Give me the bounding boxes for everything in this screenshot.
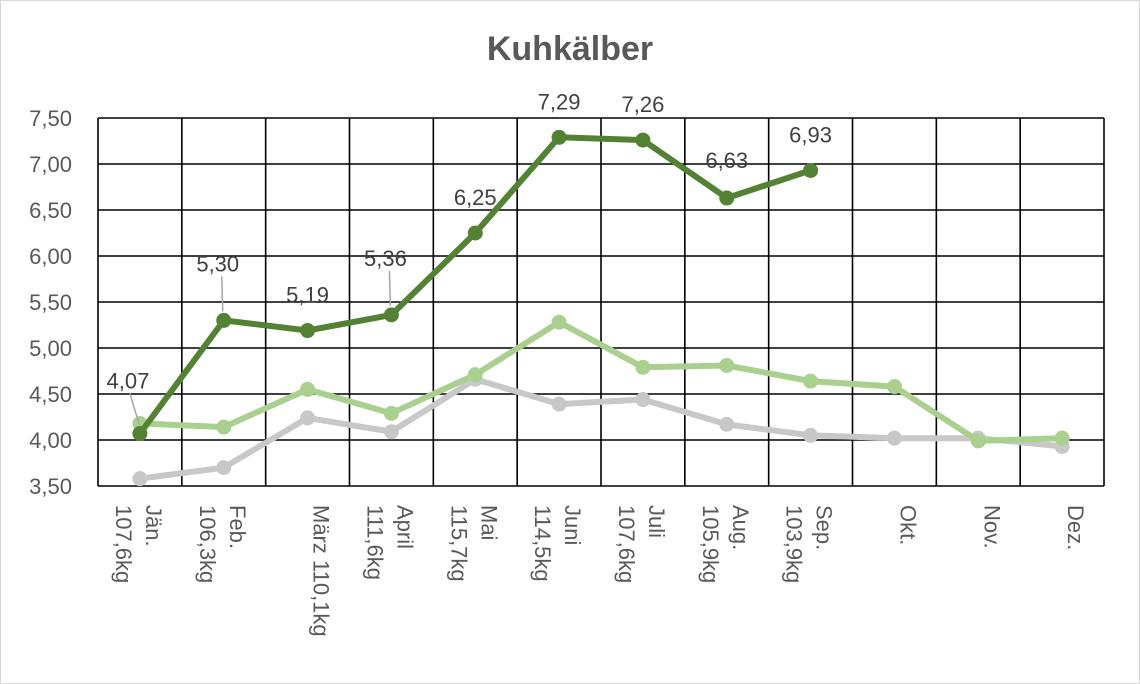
series-point-0 (216, 460, 232, 476)
y-tick-label: 3,50 (29, 474, 72, 499)
x-tick-label: Sep. (812, 505, 837, 550)
series-point-1 (719, 357, 735, 373)
series-point-2 (803, 162, 819, 178)
series-point-0 (132, 471, 148, 487)
series-point-1 (970, 433, 986, 449)
data-label: 6,63 (705, 148, 748, 173)
y-tick-label: 6,50 (29, 198, 72, 223)
series-point-0 (719, 416, 735, 432)
series-line-0 (136, 376, 1066, 482)
series-point-2 (300, 323, 316, 339)
series-point-2 (216, 312, 232, 328)
data-label: 7,29 (538, 89, 581, 114)
series-point-0 (803, 427, 819, 443)
series-point-0 (300, 410, 316, 426)
x-tick-label: 105,9kg (698, 505, 723, 583)
series-point-1 (551, 314, 567, 330)
series-line-1 (136, 319, 1066, 444)
data-label: 5,36 (364, 246, 407, 271)
series-point-2 (635, 132, 651, 148)
series-point-0 (886, 430, 902, 446)
series-point-1 (803, 373, 819, 389)
series-point-0 (635, 392, 651, 408)
series-point-1 (216, 419, 232, 435)
leader-line (221, 276, 224, 312)
y-tick-label: 4,50 (29, 382, 72, 407)
series-point-1 (300, 381, 316, 397)
y-tick-label: 5,00 (29, 336, 72, 361)
series-point-0 (383, 424, 399, 440)
y-tick-label: 7,50 (29, 106, 72, 131)
chart-title: Kuhkälber (486, 30, 654, 68)
x-tick-label: März 110,1kg (309, 505, 334, 637)
series-point-1 (635, 359, 651, 375)
data-label: 7,26 (622, 92, 665, 117)
series-point-2 (132, 426, 148, 442)
x-tick-label: Nov. (979, 505, 1004, 549)
series-point-1 (383, 405, 399, 421)
y-tick-label: 4,00 (29, 428, 72, 453)
x-tick-label: Mai (476, 505, 501, 540)
leader-line (388, 270, 392, 306)
data-label: 6,93 (789, 122, 832, 147)
series-point-1 (886, 379, 902, 395)
x-tick-label: Aug. (728, 505, 753, 550)
series-point-0 (551, 396, 567, 412)
x-tick-label: 106,3kg (195, 505, 220, 583)
x-tick-label: Juni (560, 505, 585, 545)
x-tick-label: 107,6kg (614, 505, 639, 583)
x-tick-label: 115,7kg (446, 505, 471, 582)
series-point-2 (719, 190, 735, 206)
series-line-2 (136, 134, 814, 437)
y-tick-label: 7,00 (29, 152, 72, 177)
x-tick-label: 103,9kg (782, 505, 807, 583)
series-point-1 (467, 367, 483, 383)
data-label: 5,30 (196, 251, 239, 276)
data-label: 6,25 (454, 185, 497, 210)
x-tick-label: 107,6kg (111, 505, 136, 583)
x-tick-label: Jän. (141, 505, 166, 547)
data-label: 4,07 (107, 369, 150, 394)
series-point-2 (383, 307, 399, 323)
x-tick-label: April (392, 505, 417, 549)
y-tick-label: 5,50 (29, 290, 72, 315)
data-label: 5,19 (286, 283, 329, 308)
x-tick-label: Juli (644, 505, 669, 538)
leader-line (129, 393, 140, 424)
series-point-2 (467, 225, 483, 241)
x-tick-label: 111,6kg (362, 505, 387, 580)
series-point-1 (1054, 430, 1070, 446)
y-tick-label: 6,00 (29, 244, 72, 269)
x-tick-label: Dez. (1063, 505, 1088, 550)
series-point-2 (551, 129, 567, 145)
x-tick-label: Okt. (895, 505, 920, 545)
x-tick-label: Feb. (225, 505, 250, 549)
x-tick-label: 114,5kg (530, 505, 555, 582)
